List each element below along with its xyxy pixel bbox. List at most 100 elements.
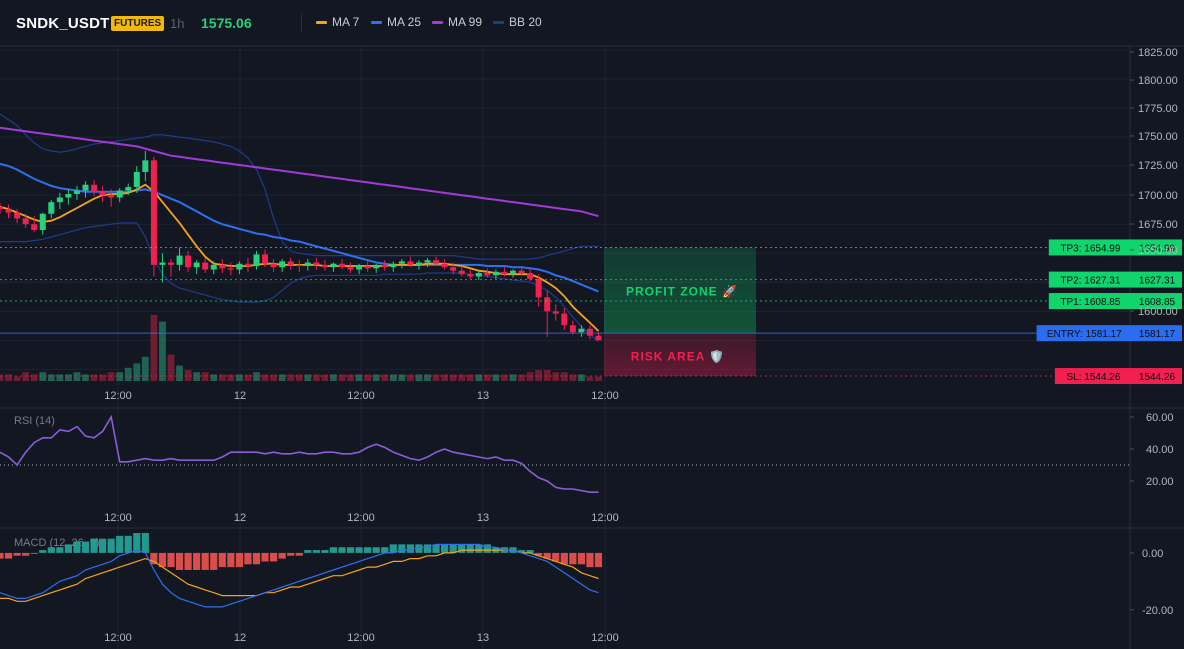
macd-histogram-bar — [90, 538, 98, 553]
risk-zone-label: RISK AREA 🛡️ — [631, 350, 725, 364]
sl-axis-tag — [1132, 368, 1182, 385]
macd-histogram-bar — [73, 541, 81, 553]
macd-histogram-bar — [201, 552, 209, 570]
macd-histogram-bar — [466, 544, 474, 553]
volume-bar — [441, 374, 448, 381]
volume-bar — [141, 356, 149, 381]
macd-histogram-bar — [13, 552, 21, 556]
volume-bar — [22, 372, 30, 381]
tp1-axis-tag — [1132, 293, 1182, 310]
volume-bar — [578, 374, 585, 381]
legend-ma25[interactable]: MA 25 — [371, 15, 421, 29]
legend-ma7-label: MA 7 — [332, 15, 360, 29]
legend-ma99[interactable]: MA 99 — [432, 15, 482, 29]
macd-histogram-bar — [56, 547, 64, 553]
time-tick-label: 12:00 — [591, 512, 619, 524]
volume-bar — [364, 374, 372, 381]
time-tick-label: 12 — [234, 390, 246, 402]
volume-bar — [73, 372, 81, 381]
macd-histogram-bar — [210, 552, 218, 570]
macd-histogram-bar — [372, 547, 380, 553]
macd-histogram-bar — [64, 544, 72, 553]
candle-body — [142, 160, 149, 172]
tp1-tag — [1048, 293, 1132, 310]
candle-body — [458, 270, 465, 275]
timeframe-label[interactable]: 1h — [170, 16, 185, 31]
candle-body — [296, 264, 303, 267]
volume-bar — [244, 374, 252, 381]
volume-bar — [287, 374, 295, 381]
price-tick-label: 1800.00 — [1138, 75, 1178, 87]
macd-histogram-bar — [517, 550, 526, 553]
volume-bar — [56, 374, 64, 381]
symbol-name[interactable]: SNDK_USDT — [16, 15, 110, 32]
candle-body — [262, 254, 269, 264]
candle-body — [492, 271, 499, 276]
macd-pane: MACD (12, 26, 9)0.00-20.00 — [0, 533, 1173, 617]
candle-body — [219, 264, 226, 269]
macd-histogram-bar — [398, 544, 406, 553]
volume-bar — [304, 374, 312, 381]
candle-body — [91, 184, 98, 192]
candle-body — [364, 266, 371, 269]
macd-histogram-bar — [81, 541, 90, 553]
volume-bar — [210, 374, 218, 381]
candle-body — [236, 263, 243, 270]
legend-bb20[interactable]: BB 20 — [493, 15, 542, 29]
macd-histogram-bar — [594, 552, 603, 568]
macd-histogram-bar — [244, 552, 252, 565]
entry-tag — [1036, 325, 1132, 342]
macd-histogram-bar — [483, 544, 491, 553]
macd-histogram-bar — [218, 552, 226, 568]
macd-signal-line — [0, 549, 599, 602]
entry-tag-label: ENTRY: 1581.17 — [1047, 329, 1122, 340]
candle-body — [116, 190, 123, 198]
candle-body — [321, 264, 328, 268]
candle-body — [82, 184, 89, 191]
macd-histogram-bar — [432, 544, 440, 553]
sl-tag-label: SL: 1544.26 — [1066, 372, 1120, 383]
rsi-pane: RSI (14) 60.00 40.00 20.00 — [0, 412, 1174, 494]
rsi-line — [0, 414, 599, 494]
macd-histogram-bar — [577, 552, 585, 565]
volume-bar — [424, 374, 431, 381]
candle-body — [168, 262, 174, 265]
candle-body — [313, 262, 320, 265]
macd-histogram-bar — [99, 538, 107, 553]
macd-histogram-bar — [47, 547, 55, 553]
volume-bar — [227, 374, 235, 381]
volume-bar — [47, 374, 55, 381]
time-tick-label: 12:00 — [347, 390, 375, 402]
macd-histogram-bar — [389, 544, 397, 553]
macd-histogram-bar — [346, 547, 355, 553]
header-divider — [301, 14, 302, 32]
axes: 1825.00 1800.00 1775.00 1750.00 1725.00 1700.… — [104, 47, 1178, 644]
macd-histogram-bar — [158, 552, 167, 568]
tp3-tag — [1048, 239, 1132, 256]
volume-bar — [201, 372, 209, 381]
trade-zones: PROFIT ZONE 🚀 RISK AREA 🛡️ — [604, 247, 756, 377]
volume-bar — [159, 321, 166, 381]
volume-bar — [321, 374, 329, 381]
legend-ma7[interactable]: MA 7 — [316, 15, 359, 29]
tp1-tag-label: TP1: 1608.85 — [1060, 297, 1120, 308]
chart-header: SNDK_USDT FUTURES 1h 1575.06 MA 7 MA 25 … — [0, 0, 1184, 46]
tp2-tag-label: TP2: 1627.31 — [1060, 276, 1120, 287]
candle-body — [330, 263, 337, 268]
macd-histogram-bar — [287, 552, 295, 556]
macd-histogram-bar — [22, 552, 30, 556]
macd-histogram-bar — [235, 552, 243, 568]
volume-bar — [253, 372, 260, 381]
tp3-tag-label: TP3: 1654.99 — [1060, 243, 1120, 254]
macd-histogram-bar — [4, 552, 13, 559]
volume-bars — [0, 315, 602, 381]
candle-body — [433, 260, 440, 264]
time-tick-label: 12:00 — [347, 512, 375, 524]
volume-bar — [330, 374, 337, 381]
macd-histogram-bar — [543, 552, 551, 559]
candle-body — [381, 264, 388, 268]
ma25-swatch — [371, 20, 382, 24]
volume-bar — [167, 354, 175, 381]
price-tick-label: 1700.00 — [1138, 190, 1178, 202]
